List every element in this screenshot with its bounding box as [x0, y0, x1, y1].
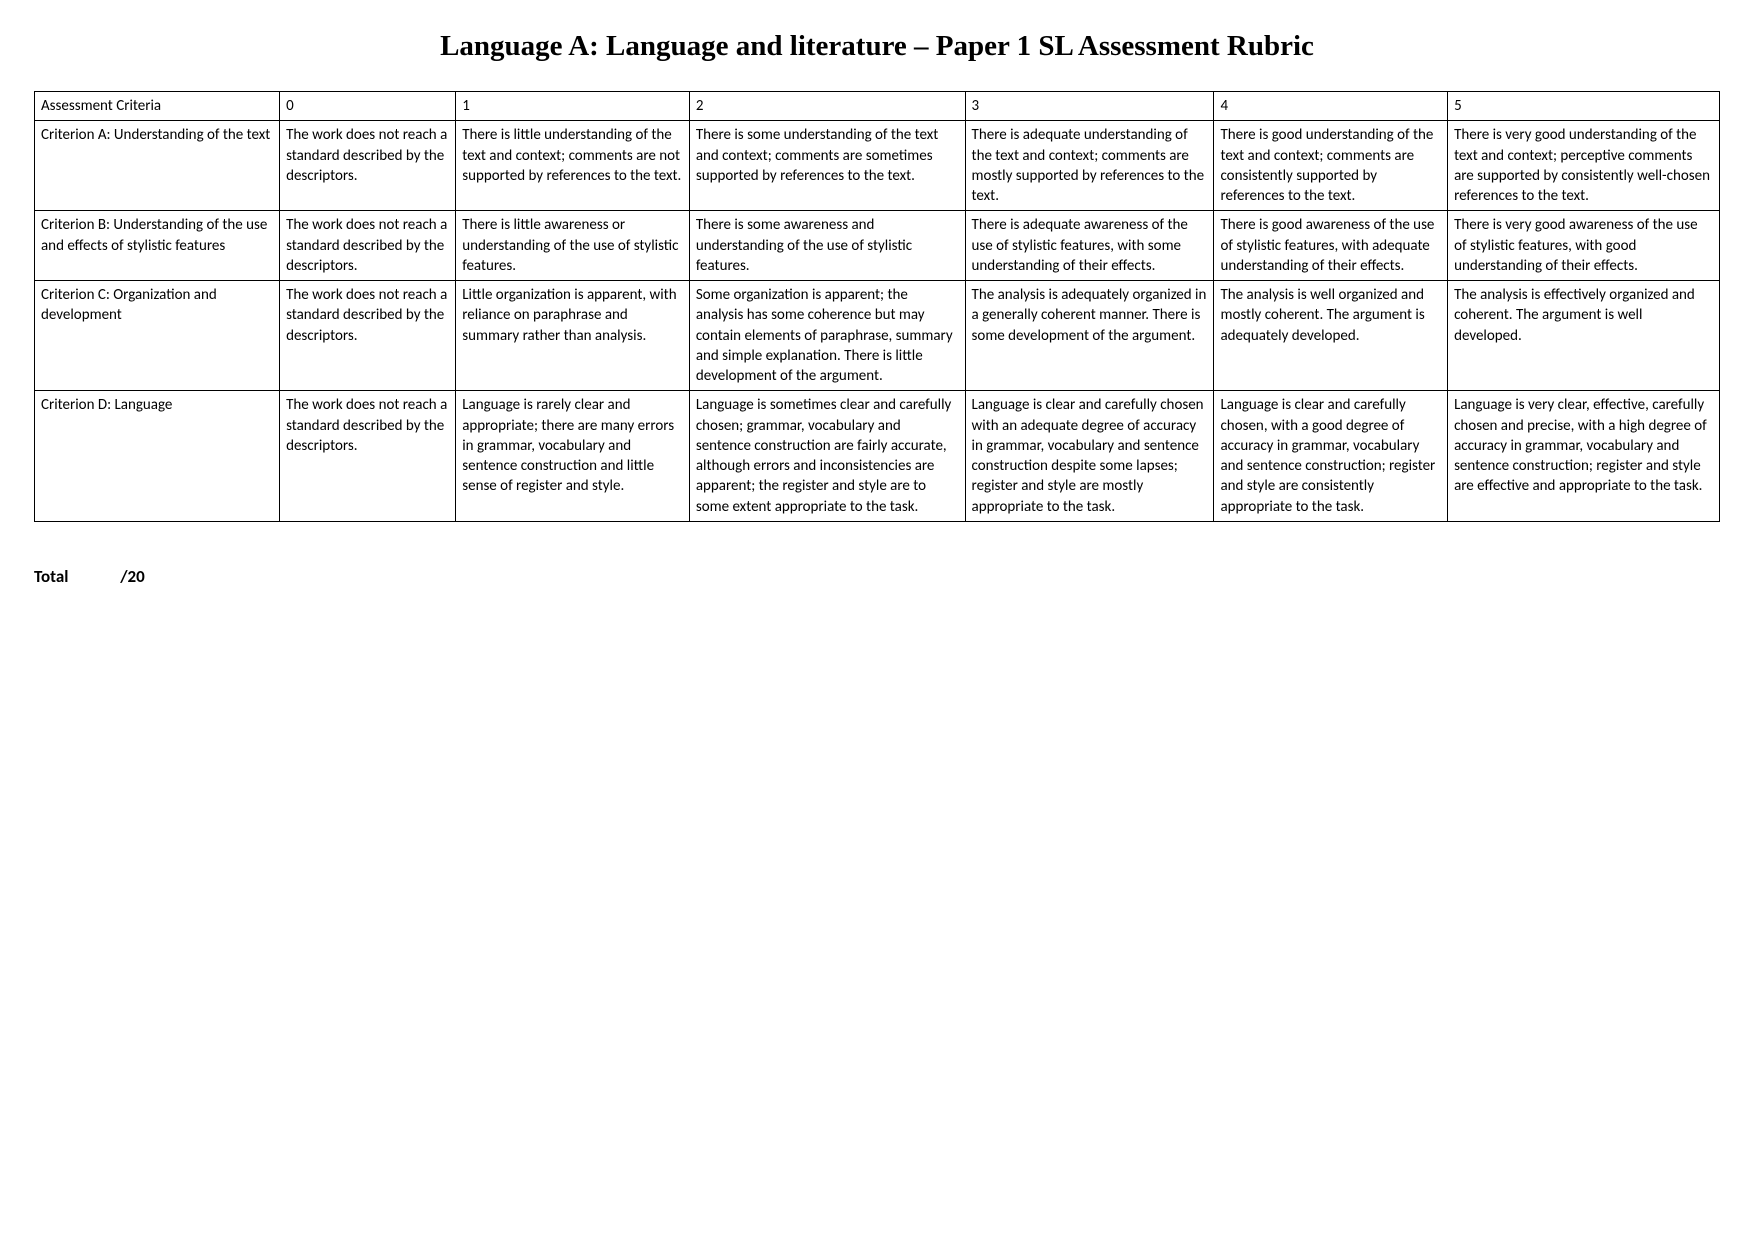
- cell-score-0: The work does not reach a standard descr…: [280, 281, 456, 391]
- cell-score-2: There is some understanding of the text …: [689, 121, 965, 211]
- cell-score-4: There is good understanding of the text …: [1214, 121, 1448, 211]
- table-row: Criterion C: Organization and developmen…: [35, 281, 1720, 391]
- cell-score-1: There is little awareness or understandi…: [456, 211, 690, 281]
- cell-score-5: There is very good awareness of the use …: [1448, 211, 1720, 281]
- table-header-row: Assessment Criteria 0 1 2 3 4 5: [35, 92, 1720, 121]
- table-row: Criterion B: Understanding of the use an…: [35, 211, 1720, 281]
- cell-score-3: There is adequate understanding of the t…: [965, 121, 1214, 211]
- header-score-3: 3: [965, 92, 1214, 121]
- cell-score-3: There is adequate awareness of the use o…: [965, 211, 1214, 281]
- cell-score-2: There is some awareness and understandin…: [689, 211, 965, 281]
- header-criteria: Assessment Criteria: [35, 92, 280, 121]
- rubric-table: Assessment Criteria 0 1 2 3 4 5 Criterio…: [34, 91, 1720, 522]
- cell-score-3: The analysis is adequately organized in …: [965, 281, 1214, 391]
- cell-score-4: The analysis is well organized and mostl…: [1214, 281, 1448, 391]
- criterion-label: Criterion A: Understanding of the text: [35, 121, 280, 211]
- cell-score-1: Little organization is apparent, with re…: [456, 281, 690, 391]
- cell-score-0: The work does not reach a standard descr…: [280, 121, 456, 211]
- header-score-1: 1: [456, 92, 690, 121]
- header-score-0: 0: [280, 92, 456, 121]
- page-title: Language A: Language and literature – Pa…: [34, 30, 1720, 63]
- cell-score-5: There is very good understanding of the …: [1448, 121, 1720, 211]
- cell-score-1: Language is rarely clear and appropriate…: [456, 391, 690, 522]
- header-score-5: 5: [1448, 92, 1720, 121]
- cell-score-4: Language is clear and carefully chosen, …: [1214, 391, 1448, 522]
- cell-score-0: The work does not reach a standard descr…: [280, 391, 456, 522]
- header-score-2: 2: [689, 92, 965, 121]
- total-line: Total /20: [34, 566, 1720, 587]
- cell-score-3: Language is clear and carefully chosen w…: [965, 391, 1214, 522]
- cell-score-2: Some organization is apparent; the analy…: [689, 281, 965, 391]
- table-row: Criterion A: Understanding of the text T…: [35, 121, 1720, 211]
- cell-score-2: Language is sometimes clear and carefull…: [689, 391, 965, 522]
- cell-score-1: There is little understanding of the tex…: [456, 121, 690, 211]
- cell-score-0: The work does not reach a standard descr…: [280, 211, 456, 281]
- header-score-4: 4: [1214, 92, 1448, 121]
- criterion-label: Criterion C: Organization and developmen…: [35, 281, 280, 391]
- criterion-label: Criterion D: Language: [35, 391, 280, 522]
- cell-score-5: The analysis is effectively organized an…: [1448, 281, 1720, 391]
- criterion-label: Criterion B: Understanding of the use an…: [35, 211, 280, 281]
- table-row: Criterion D: Language The work does not …: [35, 391, 1720, 522]
- cell-score-5: Language is very clear, effective, caref…: [1448, 391, 1720, 522]
- total-label: Total: [34, 566, 68, 587]
- total-value: /20: [120, 566, 145, 587]
- cell-score-4: There is good awareness of the use of st…: [1214, 211, 1448, 281]
